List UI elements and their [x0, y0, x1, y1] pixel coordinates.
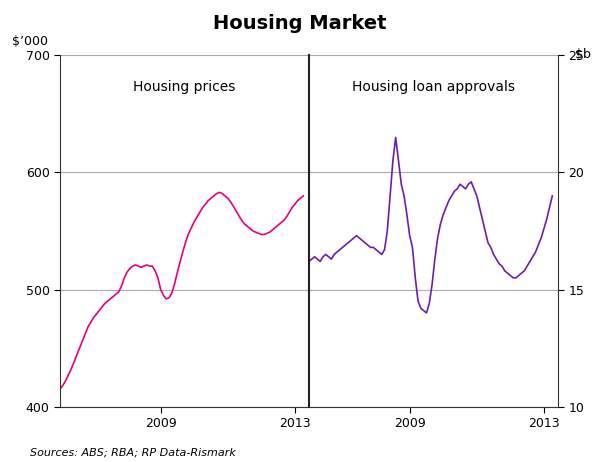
Text: Sources: ABS; RBA; RP Data-Rismark: Sources: ABS; RBA; RP Data-Rismark: [30, 447, 236, 457]
Text: Housing Market: Housing Market: [213, 14, 387, 33]
Y-axis label: $’000: $’000: [12, 36, 48, 49]
Y-axis label: $b: $b: [575, 49, 591, 61]
Text: Housing loan approvals: Housing loan approvals: [352, 80, 515, 94]
Text: Housing prices: Housing prices: [133, 80, 236, 94]
